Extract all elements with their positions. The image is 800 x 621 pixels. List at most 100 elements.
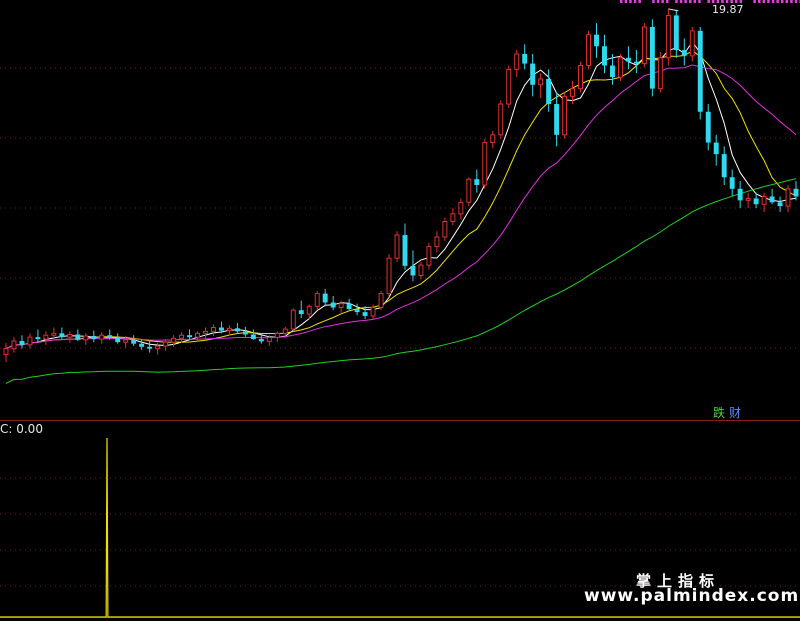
candle	[210, 324, 216, 336]
candle	[298, 300, 304, 318]
candle-body	[298, 310, 304, 315]
candle-body	[737, 188, 743, 201]
candle	[514, 50, 520, 78]
candle	[378, 290, 384, 311]
candle-body	[394, 234, 400, 259]
candle-body	[155, 345, 161, 350]
candle	[633, 50, 639, 74]
candle-body	[75, 334, 81, 340]
candle	[665, 8, 671, 66]
candle-body	[370, 306, 376, 317]
candle	[402, 223, 408, 270]
top-marker	[785, 0, 789, 3]
grid-lines	[0, 67, 800, 618]
candle-body	[226, 327, 232, 332]
candle-body	[322, 293, 328, 303]
candle	[187, 329, 193, 340]
candle-body	[625, 57, 631, 62]
candle	[530, 53, 536, 97]
candle-body	[203, 330, 208, 334]
candle	[250, 329, 256, 340]
candle-body	[147, 346, 153, 349]
candle-body	[131, 339, 137, 344]
candle	[562, 92, 568, 139]
top-marker	[684, 0, 687, 3]
candle-body	[163, 341, 169, 347]
candle	[793, 181, 799, 201]
candle	[426, 242, 432, 270]
candle	[673, 9, 679, 58]
top-marker	[790, 0, 793, 3]
top-marker	[656, 0, 660, 3]
candle	[761, 192, 767, 212]
candle	[442, 217, 448, 241]
candle-body	[139, 343, 145, 347]
candle	[218, 321, 224, 334]
candle-body	[123, 339, 129, 343]
candle	[649, 19, 655, 97]
top-marker	[767, 0, 770, 3]
candle-body	[402, 235, 408, 266]
candle	[274, 331, 280, 343]
candle	[586, 30, 592, 70]
top-marker	[661, 0, 664, 3]
top-marker	[781, 0, 784, 3]
top-marker	[638, 0, 641, 3]
candle-body	[27, 336, 33, 346]
candle-body	[705, 111, 711, 143]
top-marker	[689, 0, 692, 3]
candle-body	[697, 30, 703, 112]
candle-body	[729, 177, 735, 189]
candle-body	[282, 328, 288, 334]
top-marker	[730, 0, 733, 3]
top-marker	[794, 0, 798, 3]
candle	[43, 331, 49, 345]
candle-body	[83, 335, 89, 341]
tag-down: 跌	[713, 406, 726, 420]
ma-line-60	[5, 178, 797, 384]
candle-body	[171, 337, 177, 343]
candle	[538, 73, 544, 99]
candle	[594, 23, 599, 58]
candle-body	[218, 327, 224, 331]
top-marker	[739, 0, 743, 3]
candle-body	[59, 333, 65, 338]
candle-body	[91, 336, 97, 340]
candle-body	[195, 332, 200, 338]
candle	[123, 336, 129, 348]
candle-body	[554, 104, 560, 135]
candle	[290, 308, 296, 332]
candle	[346, 298, 352, 312]
candle	[554, 92, 560, 147]
ma-line-5	[5, 41, 797, 350]
candlestick-series	[3, 8, 799, 363]
candle	[147, 341, 153, 353]
candle-body	[378, 293, 384, 308]
candle-body	[314, 293, 320, 307]
candle-body	[306, 305, 312, 315]
candle-body	[330, 302, 336, 308]
candle-body	[490, 134, 496, 144]
candle	[394, 231, 400, 263]
candle-body	[290, 309, 296, 330]
candle	[609, 53, 615, 85]
candle	[729, 169, 735, 197]
top-marker	[716, 0, 720, 3]
top-marker	[620, 0, 623, 3]
top-marker	[693, 0, 697, 3]
candle-body	[530, 63, 536, 85]
candle	[617, 53, 623, 81]
candle-body	[250, 334, 256, 340]
candle-body	[681, 50, 687, 56]
candle	[482, 138, 488, 189]
candle-body	[665, 14, 671, 59]
candle	[266, 335, 272, 347]
candle-body	[546, 78, 552, 105]
candle	[602, 34, 607, 74]
candle-body	[633, 61, 639, 64]
top-marker	[725, 0, 729, 3]
candle-body	[11, 340, 17, 350]
candle	[330, 295, 336, 311]
candle-body	[386, 257, 392, 295]
